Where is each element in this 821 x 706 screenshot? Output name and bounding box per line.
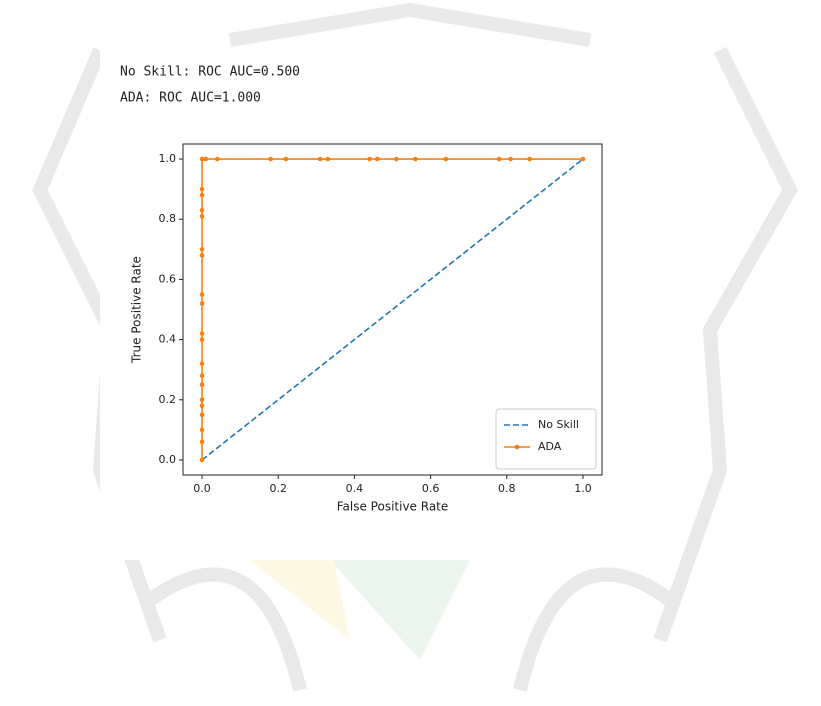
y-tick-label: 1.0	[159, 152, 177, 165]
x-tick-label: 0.2	[269, 482, 287, 495]
chart: 0.0 0.2 0.4 0.6 0.8 1.0 0.0 0.2 0.4 0.6 0.8 1.0 Fals…	[130, 144, 603, 514]
y-tick-label: 0.2	[159, 393, 177, 406]
series-marker	[200, 208, 205, 213]
series-marker	[268, 157, 273, 162]
series-marker	[200, 331, 205, 336]
series-marker	[200, 373, 205, 378]
series-marker	[200, 247, 205, 252]
series-marker	[200, 382, 205, 387]
series-marker	[413, 157, 418, 162]
x-tick-label: 0.6	[422, 482, 440, 495]
legend-label: ADA	[538, 440, 562, 453]
series-marker	[204, 157, 209, 162]
output-line: ADA: ROC AUC=1.000	[120, 91, 261, 106]
x-tick-label: 1.0	[574, 482, 592, 495]
y-tick-label: 0.4	[159, 333, 177, 346]
series-marker	[508, 157, 513, 162]
series-marker	[200, 361, 205, 366]
legend-marker	[515, 445, 520, 450]
legend: No Skill ADA	[496, 409, 596, 469]
page: No Skill: ROC AUC=0.500 ADA: ROC AUC=1.0…	[0, 0, 821, 706]
x-tick-label: 0.8	[498, 482, 516, 495]
series-marker	[394, 157, 399, 162]
series-marker	[200, 187, 205, 192]
x-axis-label: False Positive Rate	[337, 500, 449, 514]
series-marker	[200, 292, 205, 297]
series-marker	[527, 157, 532, 162]
series-marker	[318, 157, 323, 162]
y-tick-label: 0.6	[159, 272, 177, 285]
series-marker	[497, 157, 502, 162]
series-marker	[367, 157, 372, 162]
series-marker	[200, 413, 205, 418]
series-marker	[200, 301, 205, 306]
series-marker	[200, 403, 205, 408]
series-marker	[215, 157, 220, 162]
x-tick-label: 0.0	[193, 482, 211, 495]
series-marker	[581, 157, 586, 162]
series-marker	[200, 214, 205, 219]
output-line: No Skill: ROC AUC=0.500	[120, 65, 300, 80]
y-tick-label: 0.0	[159, 453, 177, 466]
series-marker	[200, 193, 205, 198]
series-marker	[444, 157, 449, 162]
series-marker	[200, 458, 205, 463]
series-marker	[200, 440, 205, 445]
y-axis-label: True Positive Rate	[130, 256, 144, 364]
series-marker	[200, 428, 205, 433]
series-marker	[375, 157, 380, 162]
legend-label: No Skill	[538, 418, 579, 431]
x-tick-label: 0.4	[346, 482, 364, 495]
series-marker	[284, 157, 289, 162]
series-marker	[200, 397, 205, 402]
y-tick-label: 0.8	[159, 212, 177, 225]
series-marker	[325, 157, 330, 162]
series-marker	[200, 337, 205, 342]
series-marker	[200, 253, 205, 258]
